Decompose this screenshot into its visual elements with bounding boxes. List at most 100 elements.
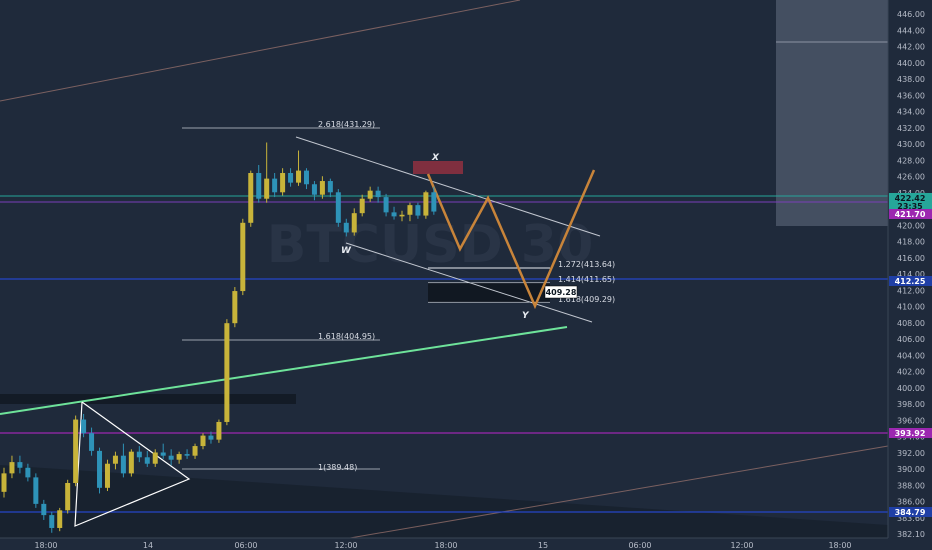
y-tick-label: 410.00 — [897, 303, 925, 312]
x-tick-label: 18:00 — [34, 541, 57, 550]
candle-body — [375, 190, 381, 198]
candle-body — [168, 455, 174, 460]
y-tick-label: 426.00 — [897, 173, 925, 182]
y-tick-label: 414.00 — [897, 270, 925, 279]
candle-body — [160, 452, 166, 456]
y-tick-label: 386.00 — [897, 498, 925, 507]
candle-body — [144, 457, 150, 464]
price-label-bg — [889, 201, 932, 211]
price-label: 422.42 — [895, 194, 926, 203]
candle-body — [200, 435, 206, 447]
y-tick-label: 444.00 — [897, 26, 925, 35]
y-tick-label: 430.00 — [897, 140, 925, 149]
candle-body — [248, 173, 254, 223]
candle-body — [296, 170, 302, 183]
x-axis-panel — [0, 538, 888, 550]
y-tick-label: 408.00 — [897, 319, 925, 328]
y-tick-label: 404.00 — [897, 351, 925, 360]
wave-label-y: Y — [522, 311, 530, 321]
fib-label-2618: 2.618(431.29) — [318, 120, 375, 129]
y-tick-label: 400.00 — [897, 384, 925, 393]
y-tick-label: 396.00 — [897, 416, 925, 425]
x-tick-label: 18:00 — [434, 541, 457, 550]
y-tick-label: 382.10 — [897, 530, 925, 539]
resistance-zone — [0, 394, 296, 404]
x-tick-label: 06:00 — [234, 541, 257, 550]
y-tick-label: 446.00 — [897, 10, 925, 19]
candle-body — [208, 435, 214, 440]
candle-body — [120, 455, 126, 474]
price-label-bg — [889, 209, 932, 219]
wave-label-w: W — [341, 246, 352, 256]
candle-body — [89, 433, 95, 451]
candles-layer — [1, 142, 437, 533]
y-tick-label: 398.00 — [897, 400, 925, 409]
x-axis-ticks: 18:00 14 06:00 12:00 18:00 15 06:00 12:00 18:00 — [34, 541, 851, 550]
y-tick-label: 383.60 — [897, 514, 925, 523]
target-label-box — [544, 285, 578, 299]
green-trendline — [0, 326, 568, 415]
triangle-pattern — [74, 401, 191, 527]
candle-body — [136, 451, 142, 458]
y-tick-label: 432.00 — [897, 124, 925, 133]
candle-body — [128, 451, 134, 474]
channel-upper — [295, 136, 601, 237]
candle-body — [192, 446, 198, 456]
price-label-bg — [889, 507, 932, 517]
fib-zone — [428, 283, 550, 302]
fib-label-1618b: 1.618(409.29) — [558, 295, 615, 304]
y-tick-label: 388.00 — [897, 481, 925, 490]
candle-body — [423, 192, 429, 216]
y-tick-label: 418.00 — [897, 238, 925, 247]
supply-box — [413, 161, 463, 174]
y-tick-label: 438.00 — [897, 75, 925, 84]
candle-body — [343, 222, 349, 233]
candle-body — [73, 419, 79, 483]
candle-body — [256, 173, 262, 199]
y-tick-label: 442.00 — [897, 43, 925, 52]
candle-body — [319, 181, 325, 195]
candle-body — [176, 454, 182, 460]
candle-body — [112, 455, 118, 464]
y-axis-panel — [888, 0, 932, 550]
price-label-bg — [889, 428, 932, 438]
candle-body — [81, 419, 87, 434]
candle-body — [49, 515, 55, 528]
candle-body — [288, 173, 294, 183]
fib-label-1: 1(389.48) — [318, 463, 357, 472]
candle-body — [391, 212, 397, 217]
support-zone — [0, 465, 888, 538]
y-tick-label: 440.00 — [897, 59, 925, 68]
candle-body — [9, 462, 15, 474]
fib-label-1272: 1.272(413.64) — [558, 260, 615, 269]
lower-trendline — [349, 445, 889, 539]
candle-body — [327, 181, 333, 193]
candle-body — [41, 503, 47, 516]
x-tick-label: 12:00 — [730, 541, 753, 550]
fib-label-1414: 1.414(411.65) — [558, 275, 615, 284]
x-tick-label: 12:00 — [334, 541, 357, 550]
candle-body — [264, 178, 270, 199]
candle-body — [33, 477, 39, 504]
price-label: 412.25 — [895, 277, 926, 286]
candle-body — [65, 482, 71, 511]
price-label-bg — [889, 193, 932, 203]
wave-label-x: X — [431, 153, 440, 163]
symbol-watermark: BTCUSD 30 — [267, 215, 594, 275]
candle-body — [184, 454, 190, 456]
candle-body — [280, 173, 286, 193]
price-label-bg — [889, 276, 932, 286]
y-tick-label: 402.00 — [897, 368, 925, 377]
candle-body — [272, 178, 278, 193]
candle-body — [431, 192, 437, 212]
candle-body — [407, 205, 413, 215]
price-label: 384.79 — [895, 508, 926, 517]
candle-body — [224, 323, 230, 422]
plot-background — [0, 0, 888, 538]
y-tick-label: 434.00 — [897, 108, 925, 117]
y-tick-label: 428.00 — [897, 156, 925, 165]
candle-body — [359, 198, 365, 214]
y-tick-label: 436.00 — [897, 91, 925, 100]
